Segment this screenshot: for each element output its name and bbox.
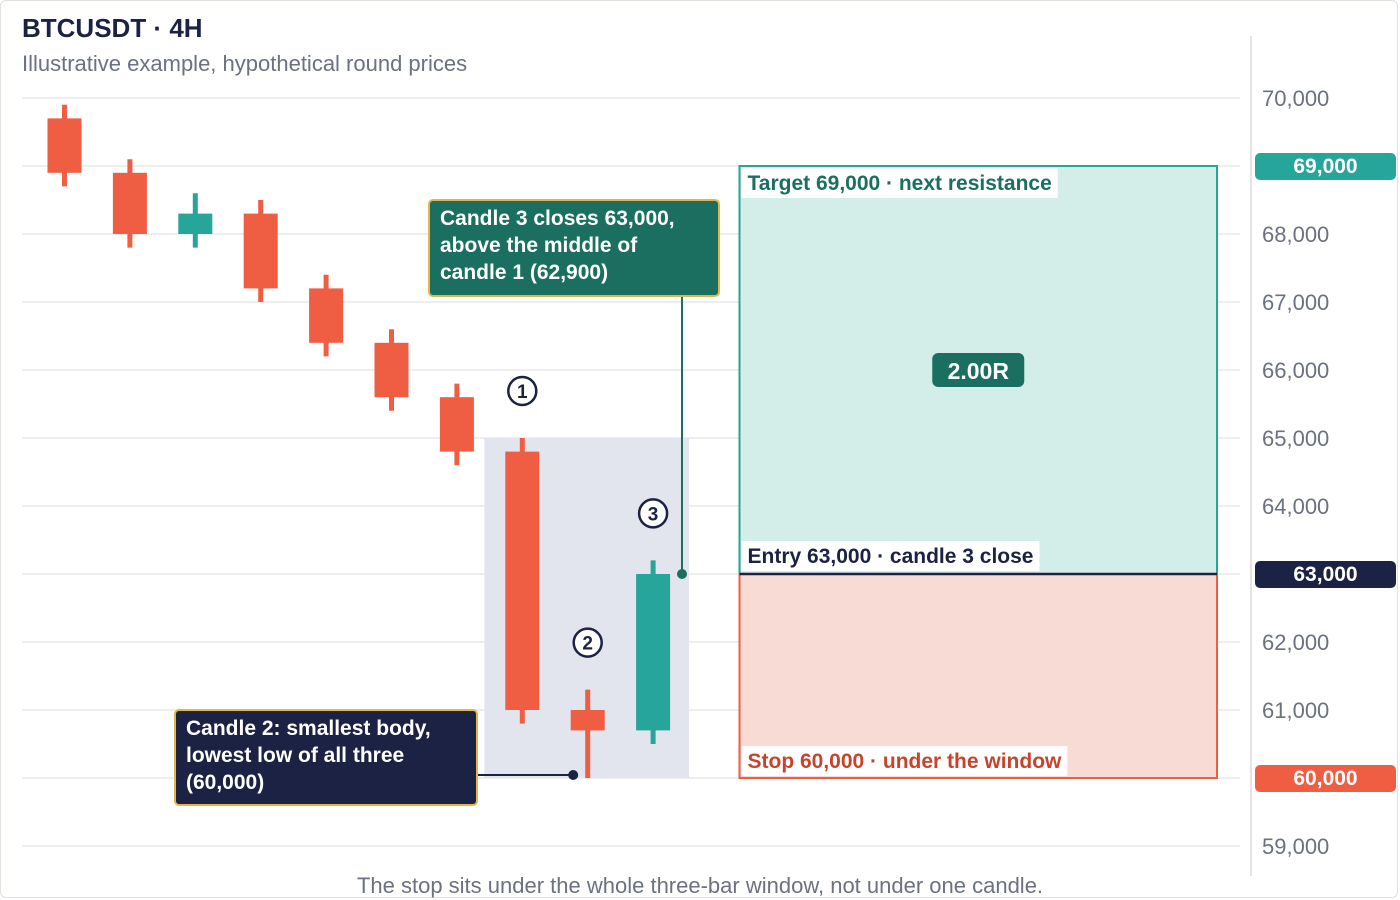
candle-number: 1 (517, 382, 528, 403)
price-axis-ticks: 59,000 61,000 62,000 64,000 65,000 66,000 67,0… (1262, 86, 1329, 859)
stop-zone (738, 573, 1218, 779)
price-tag-label: 60,000 (1293, 767, 1357, 790)
bear-candle (439, 383, 474, 466)
candle-body (112, 172, 147, 234)
bear-candle (243, 200, 278, 302)
annotation-box (428, 199, 720, 297)
annotation-text: candle 1 (62,900) (440, 261, 608, 284)
annotation-text: lowest low of all three (186, 744, 404, 767)
annotation-box (174, 709, 478, 806)
bear-candle (374, 329, 409, 411)
price-tags: 69,000 63,000 60,000 (1255, 153, 1396, 792)
candle-body (243, 213, 278, 289)
target-label-bg (741, 168, 1058, 198)
annotation-text: above the middle of (440, 234, 638, 257)
candle-body (309, 288, 344, 343)
price-tag (1255, 561, 1396, 588)
footnote: The stop sits under the whole three-bar … (357, 873, 1043, 898)
price-tag-label: 63,000 (1293, 563, 1357, 586)
price-tick-label: 61,000 (1262, 698, 1329, 723)
target-label: Target 69,000 · next resistance (748, 172, 1052, 195)
candle-body (178, 213, 213, 234)
price-tick-label: 65,000 (1262, 426, 1329, 451)
bear-candle (505, 438, 540, 724)
bull-candle (178, 193, 213, 248)
bull-candle (636, 560, 671, 744)
price-tick-label: 70,000 (1262, 86, 1329, 111)
chart-title: BTCUSDT · 4H (22, 13, 203, 43)
stop-label: Stop 60,000 · under the window (748, 750, 1063, 773)
price-tick-label: 68,000 (1262, 222, 1329, 247)
bear-candle (309, 274, 344, 357)
stop-label-bg (741, 746, 1068, 776)
candle-number-circle (572, 627, 603, 658)
bear-candle (570, 689, 605, 778)
risk-reward-badge (932, 353, 1025, 387)
annotations: Candle 3 closes 63,000, above the middle … (174, 199, 720, 806)
candle-markers: 1 2 3 (507, 375, 669, 658)
entry-label: Entry 63,000 · candle 3 close (748, 545, 1034, 568)
annotation-anchor-dot (568, 770, 579, 780)
position-zones: Target 69,000 · next resistance Entry 63,… (738, 165, 1218, 779)
candle-number-circle (637, 498, 669, 529)
bear-candle (47, 104, 82, 187)
candle-number: 3 (648, 504, 659, 525)
candle-body (374, 342, 409, 398)
price-tag-label: 69,000 (1293, 155, 1357, 178)
annotation-text: Candle 3 closes 63,000, (440, 207, 675, 230)
candle-body (636, 574, 671, 731)
annotation-text: (60,000) (186, 771, 264, 794)
chart-subtitle: Illustrative example, hypothetical round… (22, 51, 467, 76)
price-tick-label: 66,000 (1262, 358, 1329, 383)
price-tick-label: 67,000 (1262, 290, 1329, 315)
annotation-anchor-dot (677, 569, 687, 579)
price-tick-label: 64,000 (1262, 494, 1329, 519)
price-tick-label: 62,000 (1262, 630, 1329, 655)
annotation-text: Candle 2: smallest body, (186, 717, 431, 740)
candle-number-circle (507, 375, 538, 407)
risk-reward-value: 2.00R (948, 358, 1010, 384)
price-tick-label: 59,000 (1262, 834, 1329, 859)
candle-body (570, 710, 605, 731)
candle-number: 2 (582, 634, 593, 655)
price-tag (1255, 765, 1396, 792)
candle-body (505, 451, 540, 710)
price-tag (1255, 153, 1396, 180)
candle-body (439, 397, 474, 452)
entry-label-bg (741, 541, 1040, 571)
bear-candle (112, 159, 147, 248)
candle-body (47, 118, 82, 173)
candles (47, 104, 671, 778)
